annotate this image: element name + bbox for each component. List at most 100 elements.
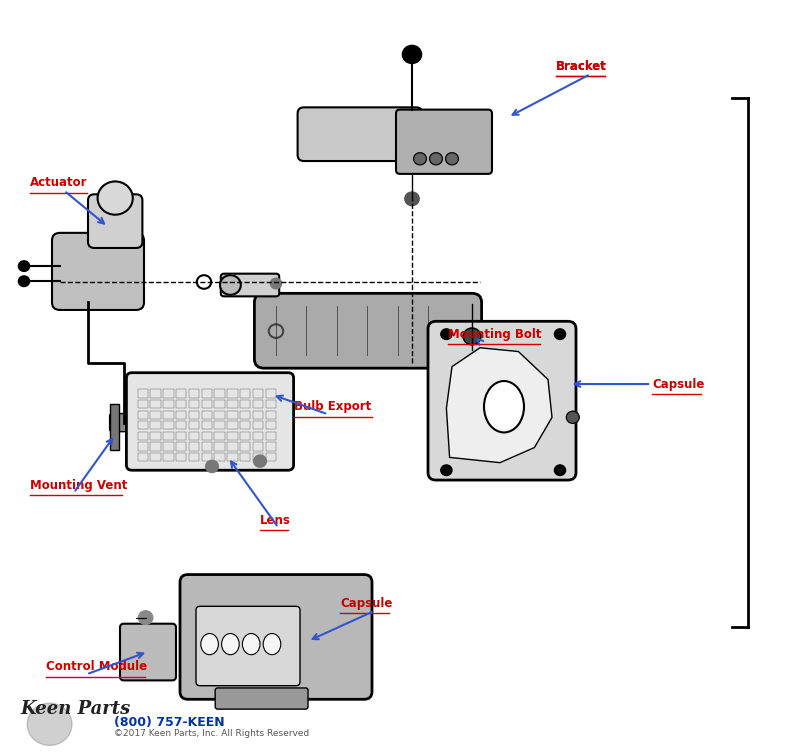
Text: Bulb Export: Bulb Export — [294, 400, 372, 414]
Bar — [176, 453, 186, 461]
Bar — [110, 404, 119, 450]
Bar — [189, 400, 199, 408]
Bar — [266, 453, 276, 461]
Bar — [253, 432, 263, 440]
Bar — [163, 432, 174, 440]
Bar — [214, 432, 225, 440]
Ellipse shape — [242, 634, 260, 655]
Bar — [266, 421, 276, 429]
Bar — [253, 453, 263, 461]
Circle shape — [98, 181, 133, 215]
Bar — [138, 389, 148, 398]
Bar — [138, 411, 148, 419]
Bar — [176, 389, 186, 398]
Bar — [227, 421, 238, 429]
Bar — [214, 421, 225, 429]
Bar — [202, 421, 212, 429]
Bar — [138, 400, 148, 408]
Bar — [176, 442, 186, 451]
Bar — [189, 432, 199, 440]
Bar — [176, 400, 186, 408]
Bar — [163, 442, 174, 451]
Circle shape — [18, 276, 30, 287]
Bar — [240, 442, 250, 451]
Bar — [227, 411, 238, 419]
Text: Control Module: Control Module — [46, 660, 147, 674]
Circle shape — [405, 192, 419, 206]
FancyBboxPatch shape — [126, 373, 294, 470]
Bar — [240, 421, 250, 429]
Circle shape — [414, 153, 426, 165]
Bar — [227, 453, 238, 461]
FancyBboxPatch shape — [396, 110, 492, 174]
Bar — [202, 400, 212, 408]
Ellipse shape — [222, 634, 239, 655]
Bar — [176, 432, 186, 440]
Bar — [202, 411, 212, 419]
Circle shape — [463, 328, 481, 345]
Bar — [138, 453, 148, 461]
Circle shape — [566, 411, 579, 423]
Bar — [189, 453, 199, 461]
Text: Bracket: Bracket — [556, 60, 607, 73]
Bar — [240, 432, 250, 440]
Text: Keen Parts: Keen Parts — [20, 700, 130, 718]
Circle shape — [446, 153, 458, 165]
Bar — [253, 400, 263, 408]
FancyBboxPatch shape — [52, 233, 144, 310]
Bar — [266, 400, 276, 408]
Bar — [138, 421, 148, 429]
Polygon shape — [446, 348, 552, 463]
Bar — [163, 453, 174, 461]
Bar — [253, 411, 263, 419]
Bar — [266, 442, 276, 451]
Circle shape — [554, 465, 566, 476]
Bar — [176, 411, 186, 419]
FancyBboxPatch shape — [110, 414, 137, 432]
FancyBboxPatch shape — [196, 606, 300, 686]
Bar — [214, 400, 225, 408]
Ellipse shape — [263, 634, 281, 655]
Bar — [214, 389, 225, 398]
Text: Actuator: Actuator — [30, 176, 88, 190]
Bar — [189, 389, 199, 398]
Bar — [214, 411, 225, 419]
Bar — [176, 421, 186, 429]
FancyBboxPatch shape — [254, 293, 482, 368]
Bar — [240, 389, 250, 398]
Bar — [202, 442, 212, 451]
Bar — [266, 432, 276, 440]
Bar — [266, 411, 276, 419]
Bar — [150, 432, 161, 440]
Bar — [214, 442, 225, 451]
Circle shape — [206, 460, 218, 472]
Bar — [227, 389, 238, 398]
Ellipse shape — [484, 381, 524, 432]
Bar — [189, 442, 199, 451]
Bar — [163, 411, 174, 419]
Bar — [227, 442, 238, 451]
Bar — [240, 411, 250, 419]
FancyBboxPatch shape — [88, 194, 142, 248]
Circle shape — [18, 261, 30, 271]
Bar — [150, 389, 161, 398]
Bar — [150, 400, 161, 408]
Bar — [150, 421, 161, 429]
Circle shape — [402, 45, 422, 64]
Circle shape — [441, 465, 452, 476]
Circle shape — [220, 275, 241, 295]
Text: Bracket: Bracket — [556, 60, 607, 73]
Bar — [189, 421, 199, 429]
Bar — [138, 442, 148, 451]
Circle shape — [430, 153, 442, 165]
Bar — [202, 453, 212, 461]
Bar — [253, 421, 263, 429]
FancyBboxPatch shape — [298, 107, 422, 161]
Circle shape — [441, 329, 452, 339]
Bar — [240, 400, 250, 408]
Bar — [214, 453, 225, 461]
Text: Capsule: Capsule — [340, 596, 392, 610]
Circle shape — [254, 455, 266, 467]
Circle shape — [138, 611, 153, 624]
Text: (800) 757-KEEN: (800) 757-KEEN — [114, 716, 224, 730]
